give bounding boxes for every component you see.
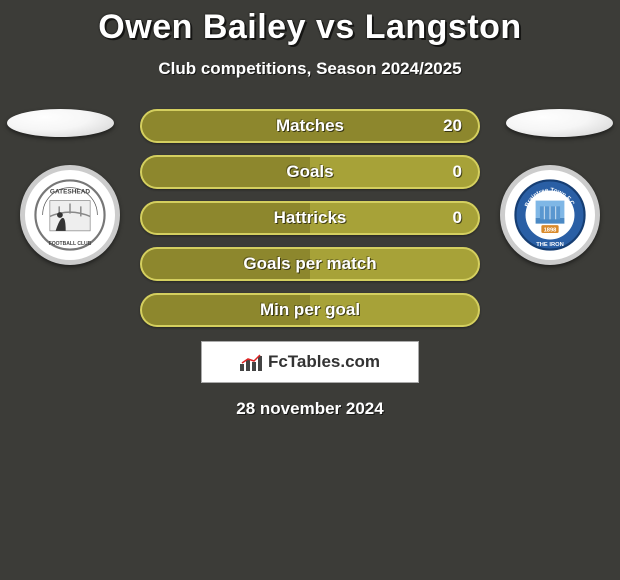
stat-bar: Matches20 [140, 109, 480, 143]
page-title: Owen Bailey vs Langston [0, 0, 620, 47]
stat-bar-label: Min per goal [142, 295, 478, 325]
subtitle: Club competitions, Season 2024/2025 [0, 59, 620, 79]
brand-box: FcTables.com [201, 341, 419, 383]
stat-bar: Min per goal [140, 293, 480, 327]
svg-text:GATESHEAD: GATESHEAD [50, 188, 90, 195]
club-badge-right: Braintree Town F.C. THE IRON 1898 [500, 165, 600, 265]
stat-bar-value: 0 [453, 203, 462, 233]
braintree-crest-icon: Braintree Town F.C. THE IRON 1898 [514, 179, 586, 251]
stat-bar-value: 0 [453, 157, 462, 187]
stat-bar: Goals per match [140, 247, 480, 281]
stat-bar-label: Hattricks [142, 203, 478, 233]
stat-bar: Hattricks0 [140, 201, 480, 235]
club-badge-left: GATESHEAD FOOTBALL CLUB [20, 165, 120, 265]
brand-text: FcTables.com [268, 352, 380, 372]
stat-bar-value: 20 [443, 111, 462, 141]
svg-text:THE IRON: THE IRON [536, 242, 563, 248]
gateshead-crest-icon: GATESHEAD FOOTBALL CLUB [34, 179, 106, 251]
stat-bar: Goals0 [140, 155, 480, 189]
stat-bar-label: Matches [142, 111, 478, 141]
stat-bars: Matches20Goals0Hattricks0Goals per match… [140, 109, 480, 327]
player-photo-right [506, 109, 613, 137]
stat-bar-label: Goals [142, 157, 478, 187]
comparison-stage: GATESHEAD FOOTBALL CLUB Braintree Town F… [0, 109, 620, 419]
chart-icon [240, 353, 264, 371]
svg-text:FOOTBALL CLUB: FOOTBALL CLUB [49, 241, 92, 247]
date-text: 28 november 2024 [0, 399, 620, 419]
stat-bar-label: Goals per match [142, 249, 478, 279]
svg-text:1898: 1898 [544, 228, 558, 234]
player-photo-left [7, 109, 114, 137]
